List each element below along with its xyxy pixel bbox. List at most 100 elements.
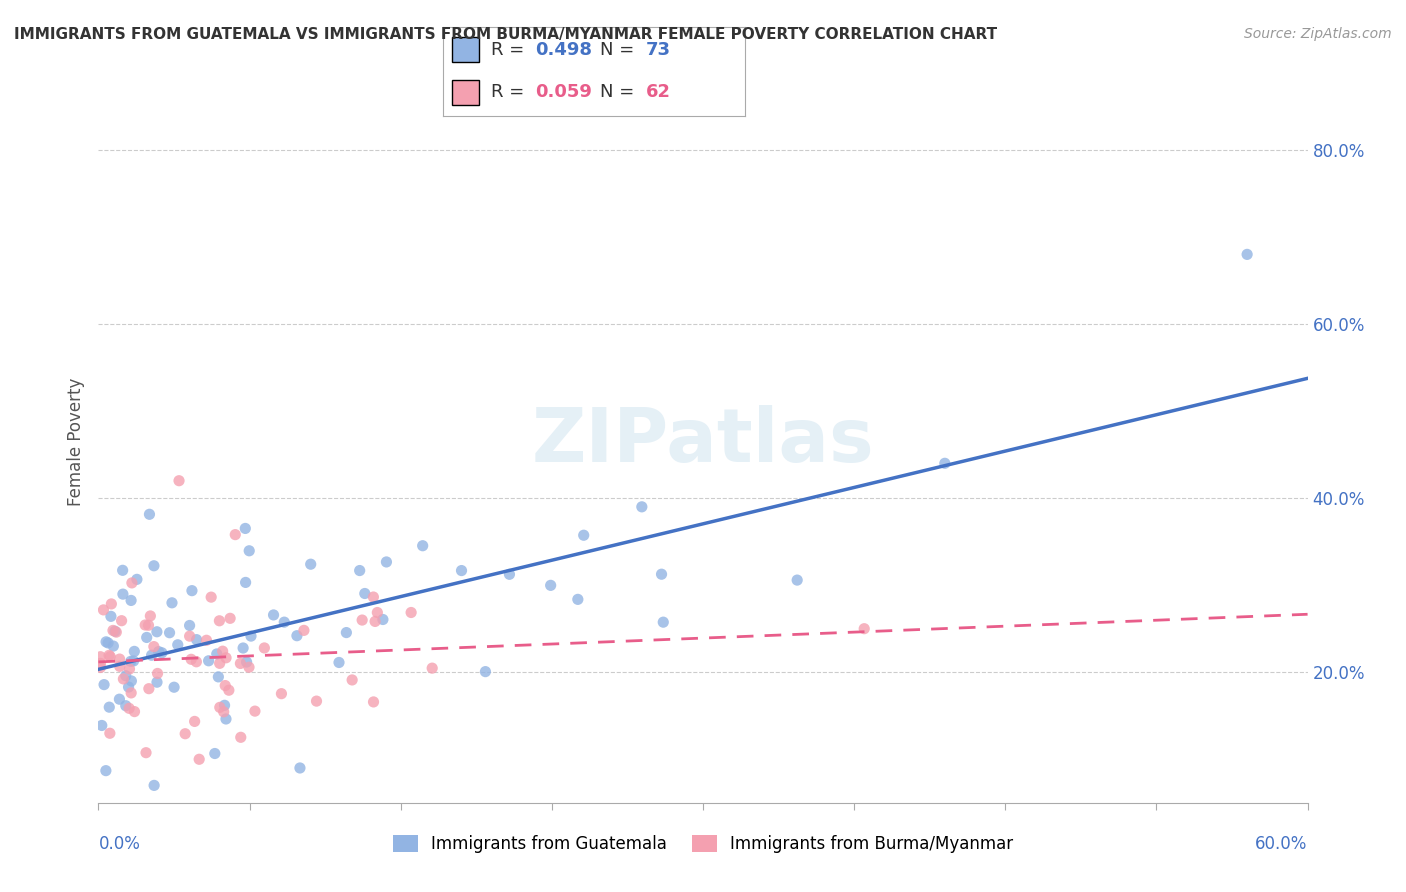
Point (273, 615, 295, 629)
Text: 73: 73 (645, 40, 671, 59)
Point (299, 558, 322, 572)
Point (450, 564, 472, 578)
Point (195, 633, 218, 648)
Point (142, 640, 165, 654)
FancyBboxPatch shape (451, 37, 479, 62)
Point (181, 583, 204, 598)
Point (135, 746, 157, 760)
Point (208, 700, 231, 714)
Point (399, 606, 422, 620)
Point (238, 660, 260, 674)
Point (125, 572, 148, 586)
Point (363, 695, 385, 709)
Text: ZIPatlas: ZIPatlas (531, 405, 875, 478)
Point (179, 629, 201, 643)
Point (229, 657, 252, 671)
Point (328, 656, 350, 670)
Y-axis label: Female Poverty: Female Poverty (66, 377, 84, 506)
Point (363, 590, 385, 604)
Point (111, 563, 134, 577)
Point (98, 726, 121, 740)
Point (1236, 247, 1258, 261)
Point (120, 673, 142, 688)
Point (253, 640, 276, 655)
Point (243, 704, 266, 718)
Point (375, 555, 398, 569)
Text: 60.0%: 60.0% (1256, 835, 1308, 854)
Point (138, 508, 160, 522)
Point (340, 673, 363, 687)
Point (572, 528, 595, 542)
Point (124, 644, 146, 658)
Point (200, 590, 222, 604)
Point (235, 575, 257, 590)
Point (288, 761, 311, 775)
Point (174, 727, 197, 741)
Point (103, 639, 125, 653)
Text: 0.0%: 0.0% (98, 835, 141, 854)
Point (101, 624, 124, 638)
Point (89, 660, 111, 674)
Point (229, 731, 252, 745)
Text: Source: ZipAtlas.com: Source: ZipAtlas.com (1244, 27, 1392, 41)
Point (219, 611, 242, 625)
Point (97, 636, 120, 650)
Text: 0.498: 0.498 (536, 40, 592, 59)
Point (135, 631, 157, 645)
Point (100, 609, 122, 624)
Point (148, 644, 170, 658)
Text: IMMIGRANTS FROM GUATEMALA VS IMMIGRANTS FROM BURMA/MYANMAR FEMALE POVERTY CORREL: IMMIGRANTS FROM GUATEMALA VS IMMIGRANTS … (14, 27, 997, 42)
Point (204, 747, 226, 761)
Point (934, 456, 956, 470)
Point (121, 575, 143, 590)
Point (89, 649, 111, 664)
Point (90, 718, 112, 732)
Text: N =: N = (600, 83, 640, 102)
Point (138, 681, 160, 696)
Point (183, 714, 205, 729)
Point (218, 683, 240, 698)
Point (118, 662, 141, 676)
Point (215, 712, 238, 726)
Text: 62: 62 (645, 83, 671, 102)
Point (205, 647, 228, 661)
Point (100, 597, 122, 611)
Point (292, 624, 315, 638)
Point (214, 679, 236, 693)
Point (98, 648, 121, 663)
Point (122, 654, 145, 668)
Point (630, 500, 652, 514)
Point (114, 698, 136, 713)
Point (186, 655, 208, 669)
Point (652, 615, 675, 630)
Point (108, 659, 131, 673)
Point (118, 701, 141, 715)
Point (110, 614, 132, 628)
Point (120, 686, 142, 700)
Point (214, 698, 236, 713)
Point (335, 625, 357, 640)
Point (120, 654, 142, 668)
Point (238, 543, 260, 558)
Point (180, 652, 202, 666)
Point (215, 650, 238, 665)
Point (111, 587, 134, 601)
Point (366, 606, 388, 620)
Point (211, 644, 233, 658)
Point (108, 692, 131, 706)
Point (98, 649, 121, 664)
Text: 0.059: 0.059 (536, 83, 592, 102)
Point (89, 657, 111, 671)
Point (104, 624, 127, 639)
Point (139, 609, 162, 624)
Point (412, 539, 434, 553)
Point (263, 607, 285, 622)
Text: R =: R = (491, 83, 530, 102)
Point (224, 527, 246, 541)
Point (93, 678, 115, 692)
Legend: Immigrants from Guatemala, Immigrants from Burma/Myanmar: Immigrants from Guatemala, Immigrants fr… (387, 828, 1019, 860)
Point (197, 654, 219, 668)
Point (853, 622, 876, 636)
Point (146, 666, 169, 681)
Point (160, 596, 183, 610)
